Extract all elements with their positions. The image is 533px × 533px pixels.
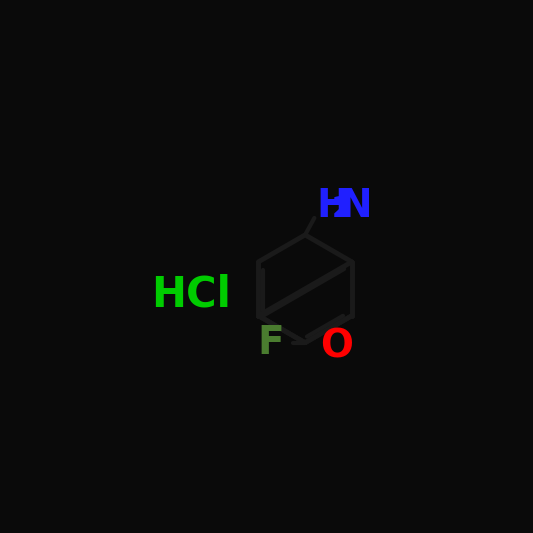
Text: H: H <box>317 187 349 224</box>
Text: N: N <box>340 187 373 224</box>
Text: F: F <box>257 324 284 362</box>
Text: O: O <box>320 328 353 366</box>
Text: HCl: HCl <box>151 274 231 316</box>
Text: 2: 2 <box>332 196 351 223</box>
